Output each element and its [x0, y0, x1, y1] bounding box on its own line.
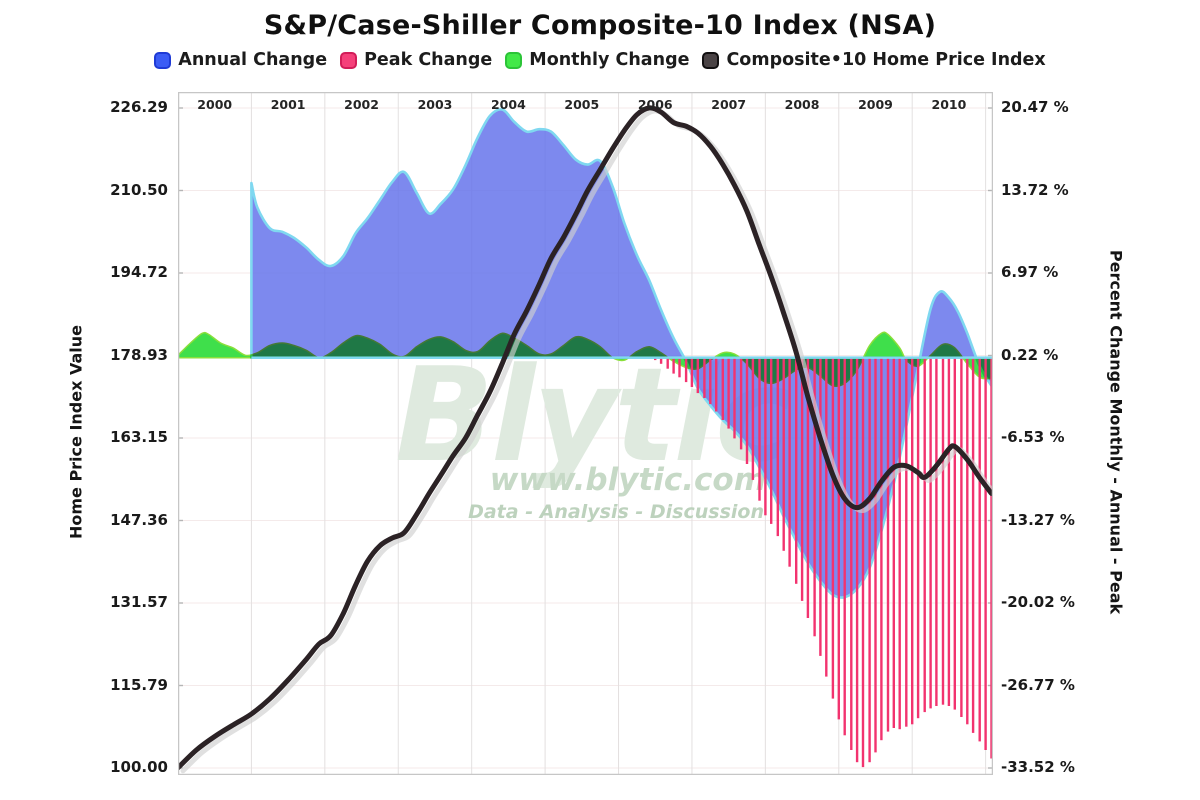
right-axis-tick: -33.52 %	[1001, 758, 1075, 776]
left-axis-tick: 115.79	[110, 675, 168, 694]
plot-border	[178, 92, 993, 775]
right-axis-tick: 13.72 %	[1001, 180, 1069, 199]
peak-change-bars	[654, 357, 993, 768]
year-label: 2007	[711, 97, 746, 112]
peak-change-swatch-icon	[340, 51, 358, 69]
right-axis-tick: -26.77 %	[1001, 675, 1075, 694]
left-axis-tick: 210.50	[110, 180, 168, 199]
right-axis-tick: -6.53 %	[1001, 428, 1065, 446]
plot-area: Blytic www.blytic.com Data - Analysis - Di…	[178, 92, 993, 775]
legend-label: Annual Change	[178, 50, 328, 70]
legend-item-composite-index: Composite•10 Home Price Index	[702, 50, 1046, 70]
year-label: 2004	[491, 97, 526, 112]
legend-label: Composite•10 Home Price Index	[726, 50, 1046, 70]
left-axis-tick: 226.29	[110, 98, 168, 116]
annual-change-swatch-icon	[154, 51, 172, 69]
left-axis-tick: 147.36	[110, 510, 168, 529]
right-axis-tick: -13.27 %	[1001, 510, 1075, 529]
composite-index-swatch-icon	[702, 51, 720, 69]
year-label: 2000	[197, 97, 232, 112]
year-label: 2002	[344, 97, 379, 112]
chart-title: S&P/Case-Shiller Composite-10 Index (NSA…	[263, 10, 937, 41]
right-axis-tick: 6.97 %	[1001, 263, 1059, 281]
left-axis-tick: 163.15	[110, 428, 168, 446]
left-axis-tick: 194.72	[110, 263, 168, 281]
left-axis-tick: 100.00	[110, 758, 168, 776]
monthly-change-swatch-icon	[505, 51, 523, 69]
right-axis-tick: 20.47 %	[1001, 98, 1069, 116]
legend-item-monthly-change: Monthly Change	[505, 50, 689, 70]
watermark-url: www.blytic.com	[490, 462, 766, 498]
series-layer	[178, 105, 993, 774]
year-label: 2006	[638, 97, 673, 112]
legend-label: Monthly Change	[529, 50, 690, 70]
index-line-shadow	[180, 108, 993, 774]
year-label: 2001	[271, 97, 306, 112]
year-label: 2008	[785, 97, 820, 112]
year-labels: 2000 2001 2002 2003 2004 2005 2006 2007 2008 2009…	[197, 97, 966, 112]
legend-label: Peak Change	[364, 50, 493, 70]
year-label: 2009	[858, 97, 893, 112]
year-label: 2010	[932, 97, 967, 112]
composite-index-line	[178, 105, 993, 771]
legend-item-peak-change: Peak Change	[340, 50, 492, 70]
year-label: 2003	[418, 97, 453, 112]
left-axis-tick: 178.93	[110, 345, 168, 364]
right-axis-tick: -20.02 %	[1001, 593, 1075, 611]
left-axis-tick: 131.57	[110, 593, 168, 611]
watermark-tagline: Data - Analysis - Discussion	[468, 501, 764, 523]
right-axis-tick: 0.22 %	[1001, 345, 1059, 364]
year-label: 2005	[564, 97, 599, 112]
legend-item-annual-change: Annual Change	[154, 50, 327, 70]
right-axis-title: Percent Change Monthly - Annual - Peak	[1106, 249, 1126, 615]
legend: Annual Change Peak Change Monthly Change…	[0, 50, 1200, 70]
monthly-change-area	[178, 331, 993, 388]
left-axis-title: Home Price Index Value	[66, 324, 86, 540]
